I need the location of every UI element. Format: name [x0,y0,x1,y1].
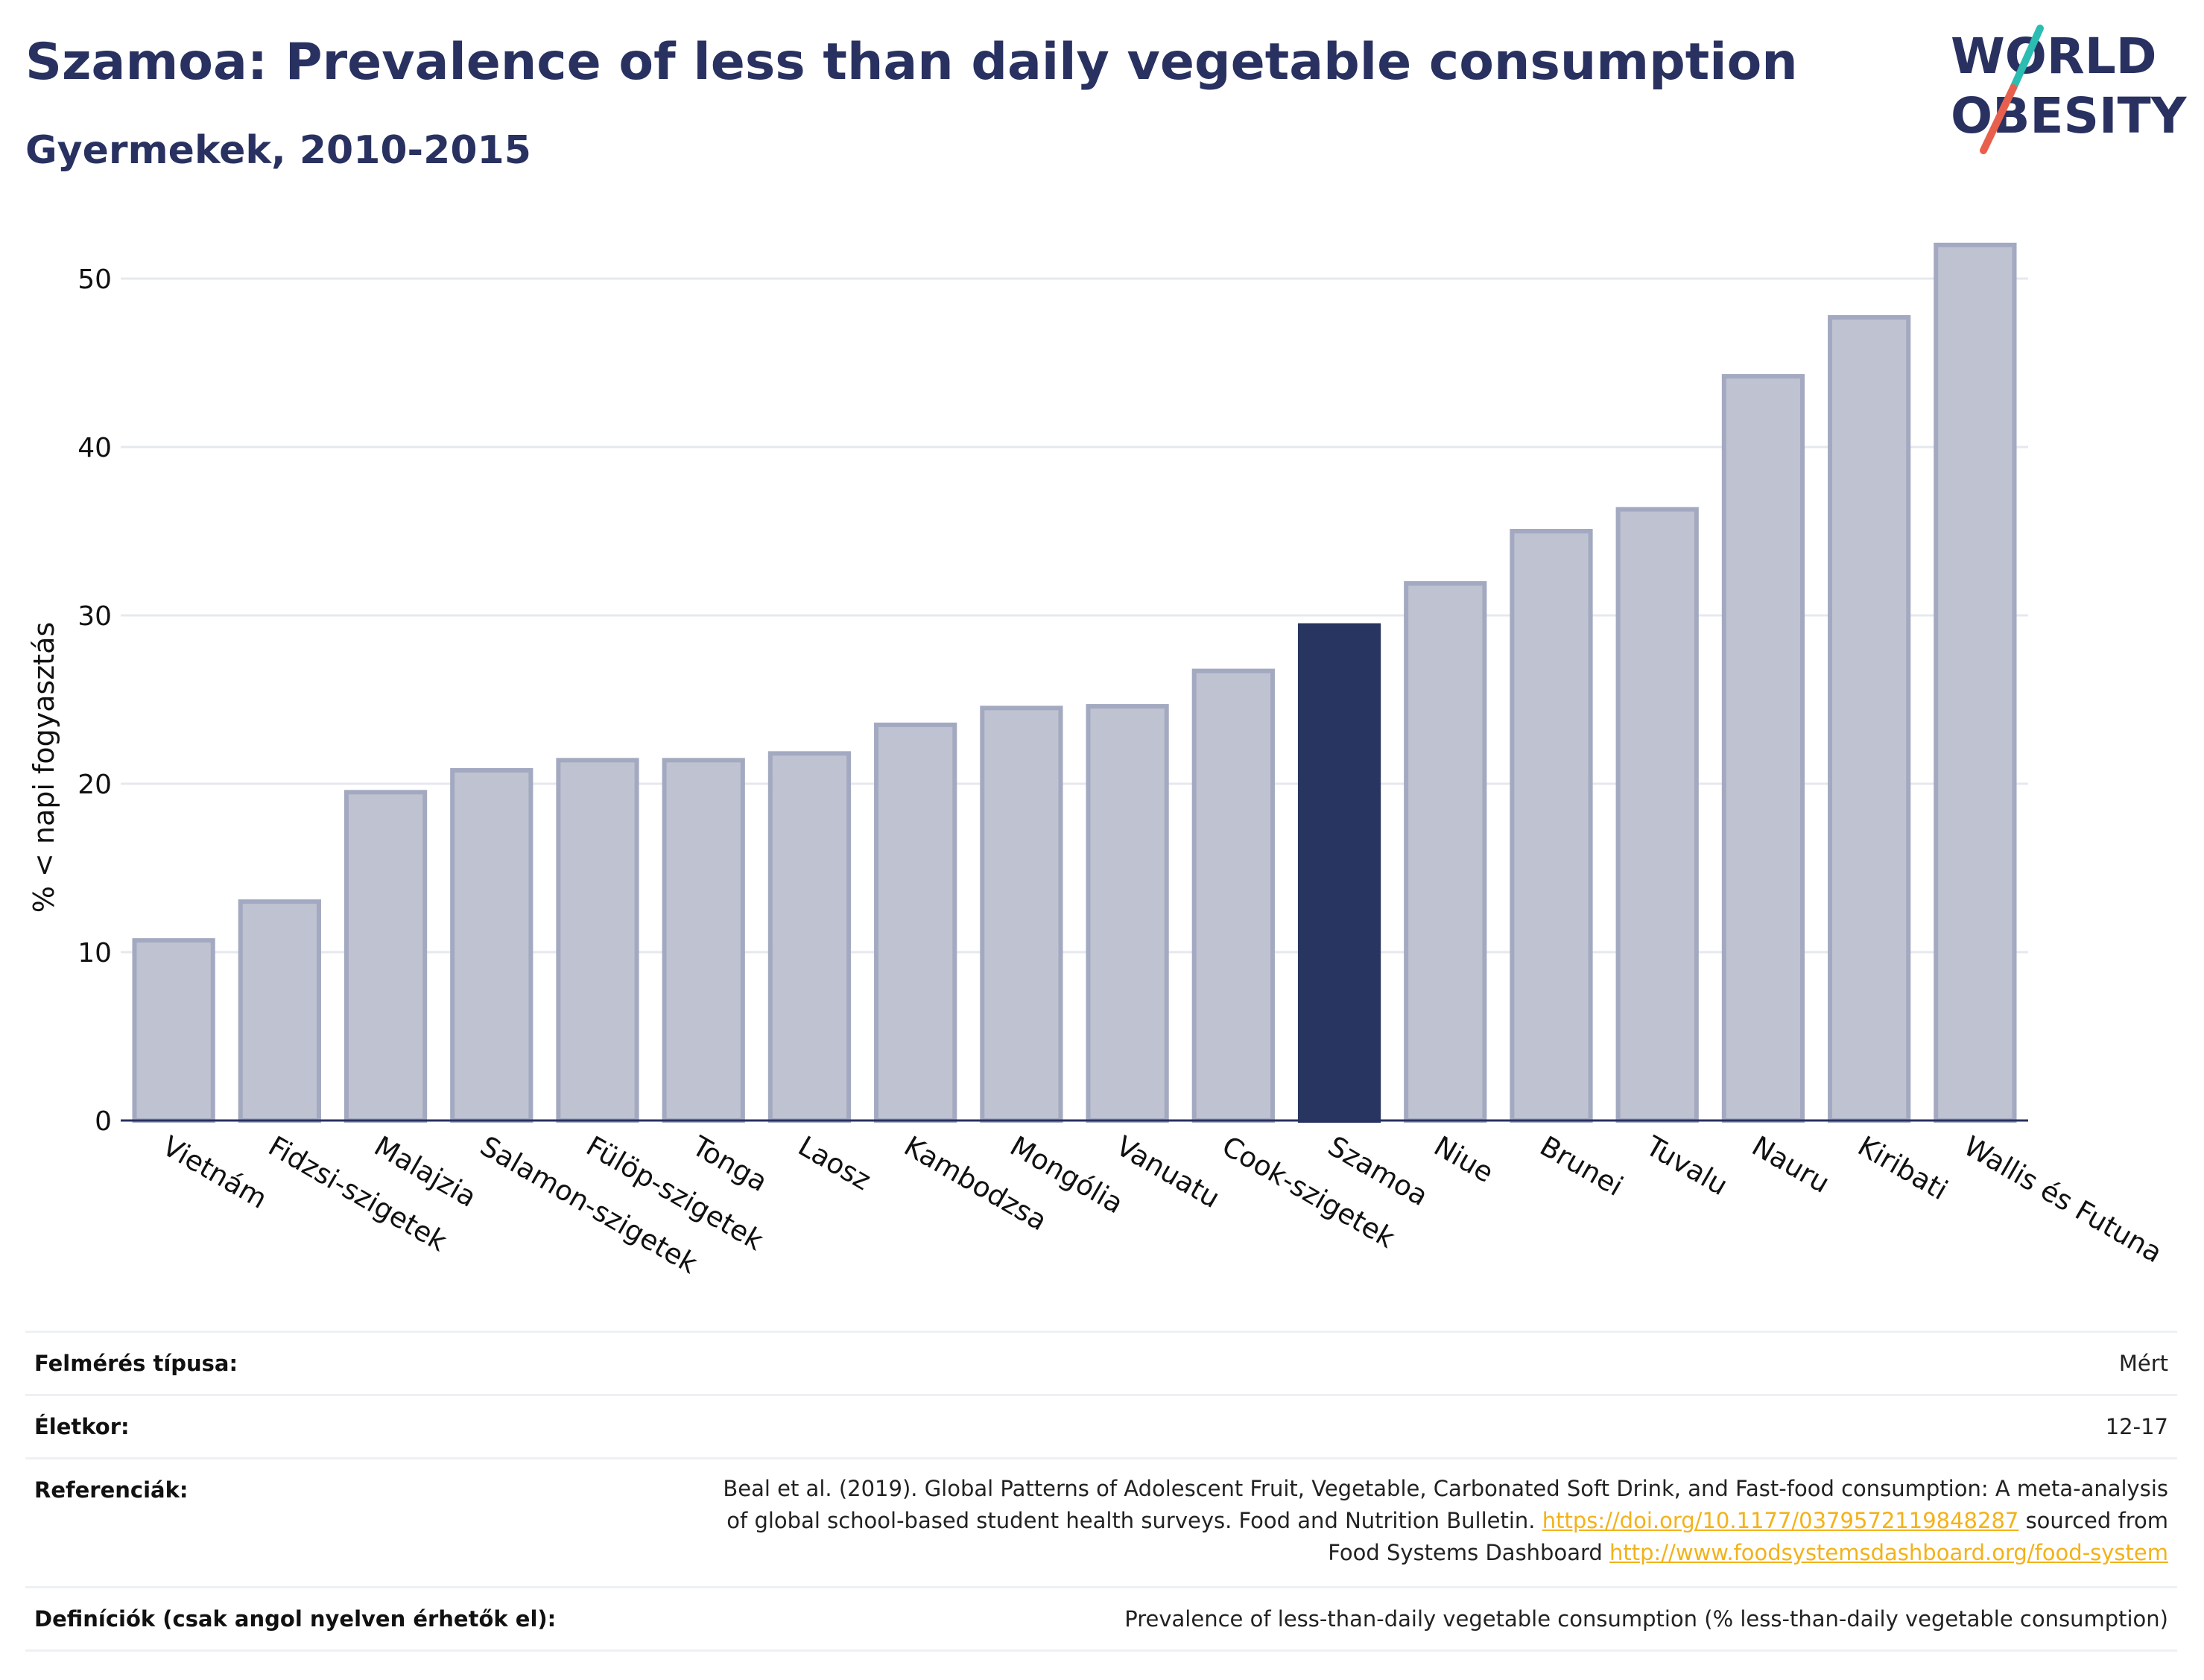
info-table: Felmérés típusa: Mért Életkor: 12-17 Ref… [25,1331,2177,1652]
age-row: Életkor: 12-17 [25,1394,2177,1457]
reference-line-3: Food Systems Dashboard http://www.foodsy… [723,1537,2168,1569]
bar [1721,374,1805,1123]
chart-subtitle: Gyermekek, 2010-2015 [25,128,531,173]
logo-slash-bottom [1980,84,2017,154]
x-tick-label: Laosz [793,1130,876,1197]
y-tick-label: 40 [77,433,112,463]
bar [1934,242,2017,1123]
references-label: Referenciák: [34,1477,189,1503]
bar [662,758,745,1123]
bar [1615,507,1699,1123]
reference-dashboard: Food Systems Dashboard [1328,1540,1603,1565]
definitions-value: Prevalence of less-than-daily vegetable … [1124,1606,2168,1632]
x-tick-label: Niue [1428,1130,1498,1189]
x-tick-label: Brunei [1535,1130,1629,1203]
bar [1086,704,1169,1123]
y-tick-label: 0 [95,1106,112,1137]
bar [874,722,957,1123]
y-tick-label: 20 [77,770,112,800]
bar [1510,529,1593,1123]
x-tick-label: Fidzsi-szigetek [263,1130,453,1258]
reference-line-1: Beal et al. (2019). Global Patterns of A… [723,1476,2168,1501]
y-tick-label: 30 [77,601,112,632]
x-tick-label: Tonga [686,1129,773,1198]
y-tick-label: 50 [77,264,112,295]
survey-type-label: Felmérés típusa: [34,1351,238,1376]
x-tick-label: Wallis és Futuna [1958,1130,2167,1269]
bar [238,899,321,1123]
age-label: Életkor: [34,1414,130,1439]
survey-type-value: Mért [2118,1351,2168,1376]
x-tick-label: Vietnám [157,1130,273,1215]
bar [980,706,1063,1123]
y-tick-label: 10 [77,938,112,969]
bar-chart: 01020304050VietnámFidzsi-szigetekMalajzi… [28,242,2167,1280]
bar [132,938,215,1123]
survey-type-row: Felmérés típusa: Mért [25,1331,2177,1394]
bar [1828,314,1911,1123]
chart-title: Szamoa: Prevalence of less than daily ve… [25,33,1798,92]
doi-link[interactable]: https://doi.org/10.1177/0379572119848287 [1542,1508,2019,1533]
reference-journal: of global school-based student health su… [726,1508,1536,1533]
bar [1404,581,1487,1123]
bar [450,767,533,1123]
references-value: Beal et al. (2019). Global Patterns of A… [723,1473,2168,1569]
x-tick-label: Nauru [1747,1130,1835,1199]
x-tick-label: Vanuatu [1111,1130,1226,1215]
reference-line-2: of global school-based student health su… [723,1505,2168,1537]
reference-sourced-from: sourced from [2025,1508,2168,1533]
bar [767,751,852,1123]
logo-line1: WORLD [1951,28,2157,85]
x-tick-label: Kiribati [1852,1130,1953,1207]
grid-lines [121,277,2028,954]
logo-slash-top [2010,25,2044,92]
x-tick-label: Cook-szigetek [1217,1130,1401,1255]
definitions-row: Definíciók (csak angol nyelven érhetők e… [25,1586,2177,1652]
bar [556,758,639,1123]
bar [343,790,428,1123]
world-obesity-logo: WORLD OBESITY [1951,25,2188,154]
food-systems-link[interactable]: http://www.foodsystemsdashboard.org/food… [1609,1540,2168,1565]
references-row: Referenciák: Beal et al. (2019). Global … [25,1457,2177,1586]
bar-highlighted [1297,623,1381,1123]
age-value: 12-17 [2105,1414,2168,1439]
bar [1191,668,1275,1123]
definitions-label: Definíciók (csak angol nyelven érhetők e… [34,1606,557,1632]
x-tick-label: Tuvalu [1640,1129,1733,1202]
bars [132,242,2017,1123]
y-axis-label: % < napi fogyasztás [28,622,60,913]
